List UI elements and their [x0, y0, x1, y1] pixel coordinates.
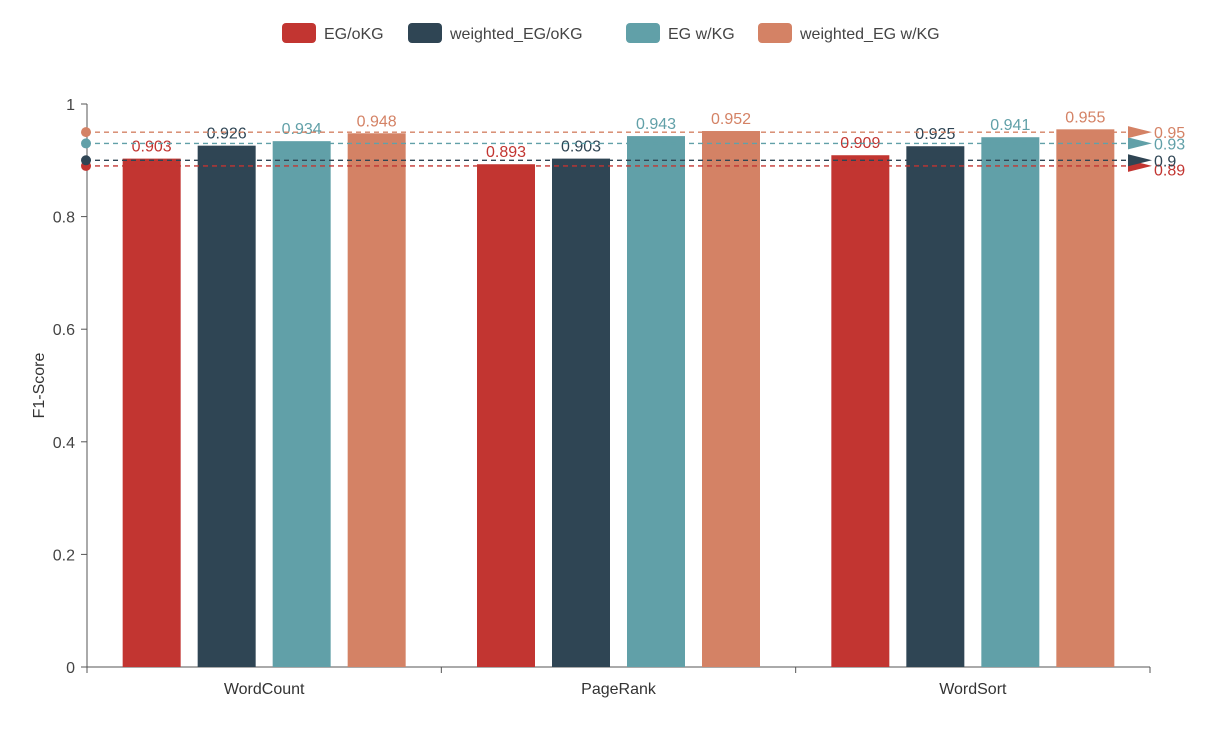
average-line-label: 0.9	[1154, 153, 1176, 170]
legend-item-weighted-eg-okg[interactable]: weighted_EG/oKG	[408, 23, 583, 43]
x-tick-label: WordCount	[224, 681, 305, 698]
average-line-start-dot	[81, 155, 91, 166]
legend-label: EG w/KG	[668, 26, 735, 43]
y-tick-label: 1	[66, 97, 75, 114]
y-tick-label: 0.6	[53, 322, 75, 339]
legend-item-eg-okg[interactable]: EG/oKG	[282, 23, 384, 43]
data-label: 0.903	[132, 139, 172, 156]
axes: 0 0.2 0.4 0.6 0.8 1 F1-Score WordCount PageRank W…	[31, 97, 1151, 698]
data-label: 0.948	[357, 113, 397, 130]
bar-weighted-eg-w-kg-pagerank[interactable]	[702, 131, 760, 668]
average-line-weighted-eg-okg: 0.9	[81, 153, 1176, 170]
bar-weighted-eg-okg-wordcount[interactable]	[197, 145, 256, 668]
average-line-start-dot	[81, 127, 91, 138]
average-line-weighted-eg-w-kg: 0.95	[81, 125, 1185, 142]
bar-eg-okg-wordsort[interactable]	[831, 155, 890, 667]
x-tick-label: WordSort	[939, 681, 1007, 698]
data-label: 0.943	[636, 116, 676, 133]
average-line-label: 0.93	[1154, 136, 1185, 153]
x-tick-label: PageRank	[581, 681, 657, 698]
legend[interactable]: EG/oKG weighted_EG/oKG EG w/KG weighted_EG …	[282, 23, 940, 43]
bar-eg-w-kg-wordsort[interactable]	[981, 137, 1040, 668]
data-label: 0.934	[282, 121, 322, 138]
average-line-eg-w-kg: 0.93	[81, 136, 1185, 153]
average-line-arrow	[1128, 137, 1152, 150]
bar-eg-w-kg-pagerank[interactable]	[627, 136, 685, 667]
y-tick-label: 0.2	[53, 547, 75, 564]
legend-swatch	[626, 23, 660, 43]
data-label: 0.926	[207, 126, 247, 143]
bars	[122, 129, 1115, 668]
bar-weighted-eg-okg-pagerank[interactable]	[552, 158, 610, 667]
y-tick-label: 0.8	[53, 210, 75, 227]
y-axis-label: F1-Score	[31, 353, 48, 419]
average-line-arrow	[1128, 126, 1152, 139]
average-lines: 0.890.90.930.95	[81, 125, 1185, 179]
bar-eg-okg-pagerank[interactable]	[477, 164, 535, 667]
average-line-start-dot	[81, 138, 91, 149]
bar-eg-w-kg-wordcount[interactable]	[272, 141, 331, 667]
bar-weighted-eg-w-kg-wordsort[interactable]	[1056, 129, 1115, 667]
data-label: 0.893	[486, 144, 526, 161]
data-label: 0.925	[915, 126, 955, 143]
legend-label: weighted_EG w/KG	[799, 26, 940, 43]
legend-label: weighted_EG/oKG	[449, 26, 583, 43]
y-tick-label: 0	[66, 660, 75, 677]
legend-label: EG/oKG	[324, 26, 384, 43]
legend-swatch	[282, 23, 316, 43]
data-label: 0.903	[561, 139, 601, 156]
data-label: 0.941	[990, 117, 1030, 134]
bar-weighted-eg-w-kg-wordcount[interactable]	[347, 133, 406, 667]
legend-item-weighted-eg-w-kg[interactable]: weighted_EG w/KG	[758, 23, 940, 43]
legend-item-eg-w-kg[interactable]: EG w/KG	[626, 23, 735, 43]
average-line-label: 0.95	[1154, 125, 1185, 142]
bar-eg-okg-wordcount[interactable]	[122, 158, 181, 667]
data-label: 0.952	[711, 111, 751, 128]
average-line-arrow	[1128, 154, 1152, 167]
y-tick-label: 0.4	[53, 435, 75, 452]
legend-swatch	[408, 23, 442, 43]
legend-swatch	[758, 23, 792, 43]
data-label: 0.955	[1065, 109, 1105, 126]
average-line-label: 0.89	[1154, 162, 1185, 179]
bar-weighted-eg-okg-wordsort[interactable]	[906, 146, 965, 668]
